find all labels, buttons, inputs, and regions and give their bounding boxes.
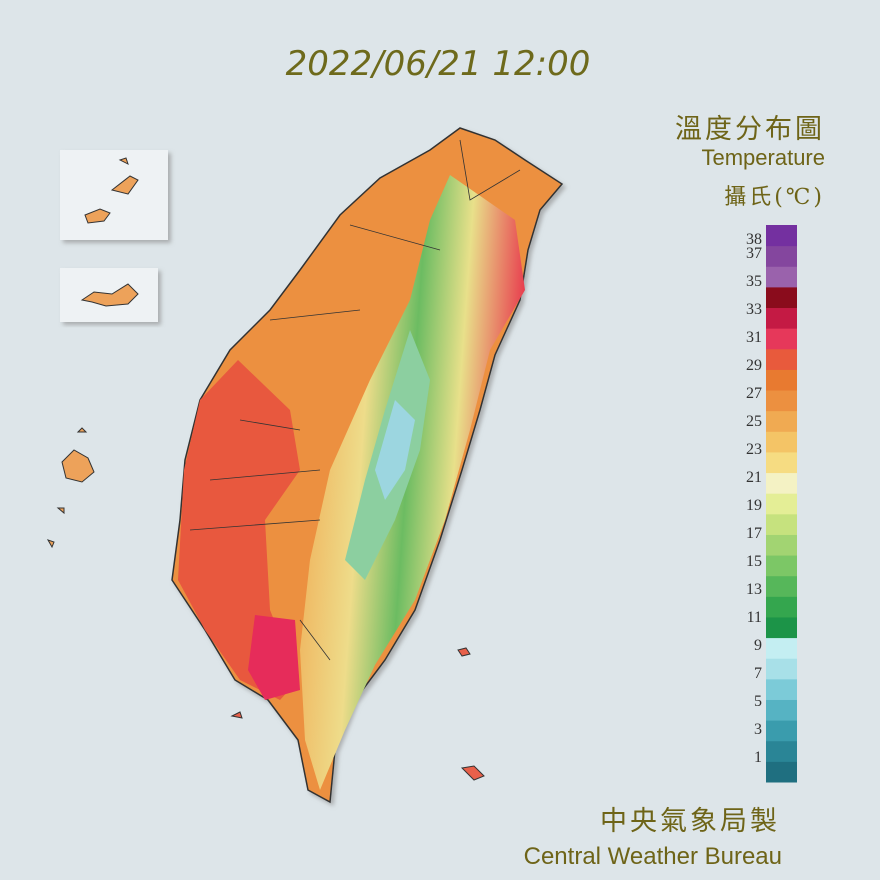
legend-swatch xyxy=(766,348,797,370)
hottest-zone xyxy=(248,615,300,700)
legend-swatch xyxy=(766,369,797,391)
legend-swatch xyxy=(766,451,797,474)
legend-label: 23 xyxy=(746,441,762,458)
legend-swatch xyxy=(766,410,797,432)
legend-swatch xyxy=(766,513,797,535)
legend-swatch xyxy=(766,678,797,700)
legend-label: 1 xyxy=(754,749,762,766)
matsu-islands xyxy=(84,157,139,224)
legend-swatch xyxy=(766,575,797,597)
penghu-islands xyxy=(46,427,95,549)
legend-label: 3 xyxy=(754,721,762,738)
legend-swatch xyxy=(766,596,797,618)
legend-swatch xyxy=(766,431,797,453)
legend-label: 25 xyxy=(746,413,762,430)
legend-swatch xyxy=(766,637,797,659)
legend-swatch xyxy=(766,307,797,329)
legend-label: 9 xyxy=(754,637,762,654)
legend-label: 21 xyxy=(746,469,762,486)
legend-swatch xyxy=(766,616,797,639)
legend-title: 溫度分布圖 xyxy=(675,114,825,145)
hot-zone-west xyxy=(178,360,300,700)
legend-swatch xyxy=(766,472,797,494)
legend-label: 19 xyxy=(746,497,762,514)
legend-swatch xyxy=(766,658,797,680)
legend-label: 11 xyxy=(747,609,762,626)
legend-swatch xyxy=(766,720,797,742)
legend-swatch xyxy=(766,699,797,721)
legend-swatch xyxy=(766,493,797,515)
agency: 中央氣象局製 xyxy=(600,806,780,837)
legend-swatch xyxy=(766,266,797,288)
kinmen-islands xyxy=(80,283,139,307)
legend-swatch xyxy=(766,286,797,309)
agency-en: Central Weather Bureau xyxy=(524,843,782,870)
legend-label: 27 xyxy=(746,385,762,402)
timestamp: 2022/06/21 12:00 xyxy=(286,44,591,84)
legend-swatch xyxy=(766,390,797,412)
legend-swatch xyxy=(766,225,797,247)
legend-label: 31 xyxy=(746,329,762,346)
legend-label: 38 xyxy=(746,231,762,248)
coolest-peaks xyxy=(375,400,415,500)
legend-swatch xyxy=(766,761,797,783)
legend-label: 17 xyxy=(746,525,762,542)
legend-swatch xyxy=(766,555,797,577)
legend-label: 33 xyxy=(746,301,762,318)
mountain-ridge xyxy=(300,175,525,790)
county-borders xyxy=(189,139,521,661)
legend-swatch xyxy=(766,740,797,762)
legend-label: 5 xyxy=(754,693,762,710)
legend-label: 29 xyxy=(746,357,762,374)
inset-box xyxy=(60,150,168,240)
legend-label: 15 xyxy=(746,553,762,570)
legend-label: 37 xyxy=(746,245,762,262)
legend-label: 7 xyxy=(754,665,762,682)
legend-unit: 攝氏(℃) xyxy=(724,185,825,210)
legend-swatch xyxy=(766,245,797,267)
legend-swatch xyxy=(766,328,797,350)
legend-label: 35 xyxy=(746,273,762,290)
legend-swatch xyxy=(766,534,797,556)
legend-label: 13 xyxy=(746,581,762,598)
legend-subtitle: Temperature xyxy=(701,145,825,170)
small-islands xyxy=(230,647,485,781)
